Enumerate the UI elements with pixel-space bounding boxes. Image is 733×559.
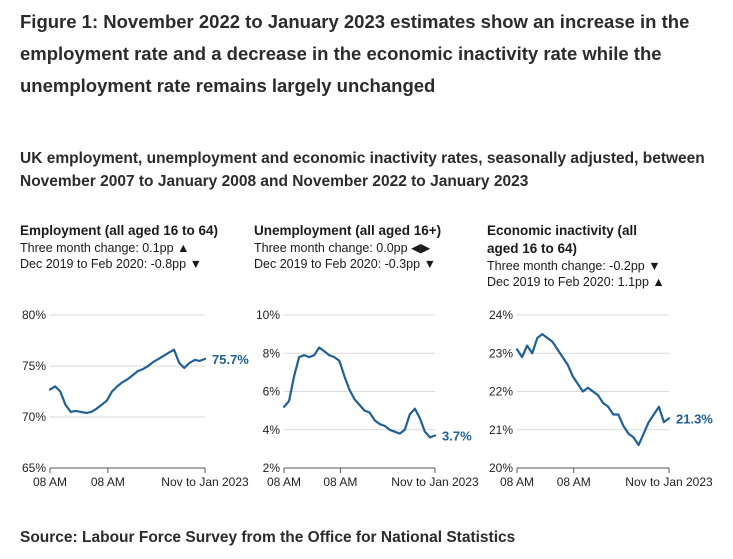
employment-panel: Employment (all aged 16 to 64) Three mon… <box>20 222 252 497</box>
three-month-change: Three month change: 0.1pp ▲ <box>20 240 252 256</box>
series-line <box>282 346 437 439</box>
employment-chart: 80%75%70%65%08 AM 08 AM Nov to Jan 202375.… <box>22 308 249 489</box>
x-tick-label: 08 AM <box>91 475 125 489</box>
source-note: Source: Labour Force Survey from the Off… <box>20 529 516 546</box>
y-tick-label: 22% <box>489 385 513 399</box>
up-triangle-icon: ▲ <box>652 275 665 289</box>
y-tick-label: 23% <box>489 346 513 360</box>
panel-title: Unemployment (all aged 16+) <box>254 223 442 238</box>
y-tick-label: 4% <box>263 423 281 437</box>
series-line <box>515 332 671 447</box>
covid-text: Dec 2019 to Feb 2020: 1.1pp <box>487 275 649 289</box>
inactivity-panel: Economic inactivity (all aged 16 to 64) … <box>487 222 719 497</box>
x-tick-label: Nov to Jan 2023 <box>391 475 479 489</box>
covid-text: Dec 2019 to Feb 2020: -0.3pp <box>254 257 421 271</box>
figure-subtitle: UK employment, unemployment and economic… <box>20 150 705 190</box>
panel-title: Economic inactivity (all aged 16 to 64) <box>487 223 638 256</box>
covid-text: Dec 2019 to Feb 2020: -0.8pp <box>20 257 187 271</box>
down-triangle-icon: ▼ <box>423 257 436 271</box>
down-triangle-icon: ▼ <box>189 257 202 271</box>
covid-change: Dec 2019 to Feb 2020: -0.3pp ▼ <box>254 256 486 272</box>
x-tick-label: Nov to Jan 2023 <box>161 475 249 489</box>
y-tick-label: 8% <box>263 346 281 360</box>
y-tick-label: 6% <box>263 385 281 399</box>
change-text: Three month change: -0.2pp <box>487 259 645 273</box>
covid-change: Dec 2019 to Feb 2020: 1.1pp ▲ <box>487 274 719 290</box>
x-tick-label: 08 AM <box>323 475 357 489</box>
y-tick-label: 80% <box>22 308 46 322</box>
panel-title: Employment (all aged 16 to 64) <box>20 223 219 238</box>
x-tick-label: 08 AM <box>33 475 67 489</box>
y-tick-label: 2% <box>263 461 281 475</box>
y-tick-label: 70% <box>22 410 46 424</box>
down-triangle-icon: ▼ <box>648 259 661 273</box>
last-value-label: 3.7% <box>442 428 472 443</box>
series-line <box>48 348 207 414</box>
y-tick-label: 20% <box>489 461 513 475</box>
up-triangle-icon: ▲ <box>177 241 190 255</box>
covid-change: Dec 2019 to Feb 2020: -0.8pp ▼ <box>20 256 252 272</box>
x-tick-label: Nov to Jan 2023 <box>625 475 713 489</box>
three-month-change: Three month change: -0.2pp ▼ <box>487 258 719 274</box>
left-right-triangles-icon: ◀▶ <box>411 241 431 255</box>
figure-title: Figure 1: November 2022 to January 2023 … <box>20 11 690 96</box>
y-tick-label: 10% <box>256 308 280 322</box>
x-tick-label: 08 AM <box>267 475 301 489</box>
y-tick-label: 75% <box>22 359 46 373</box>
last-value-label: 75.7% <box>212 352 249 367</box>
change-text: Three month change: 0.0pp <box>254 241 408 255</box>
last-value-label: 21.3% <box>676 411 713 426</box>
inactivity-chart: 24%23%22%21%20%08 AM 08 AM Nov to Jan 2023… <box>489 308 713 489</box>
y-tick-label: 65% <box>22 461 46 475</box>
y-tick-label: 24% <box>489 308 513 322</box>
three-month-change: Three month change: 0.0pp ◀▶ <box>254 240 486 256</box>
y-tick-label: 21% <box>489 423 513 437</box>
x-tick-label: 08 AM <box>500 475 534 489</box>
unemployment-panel: Unemployment (all aged 16+) Three month … <box>254 222 486 497</box>
change-text: Three month change: 0.1pp <box>20 241 174 255</box>
x-tick-label: 08 AM <box>557 475 591 489</box>
